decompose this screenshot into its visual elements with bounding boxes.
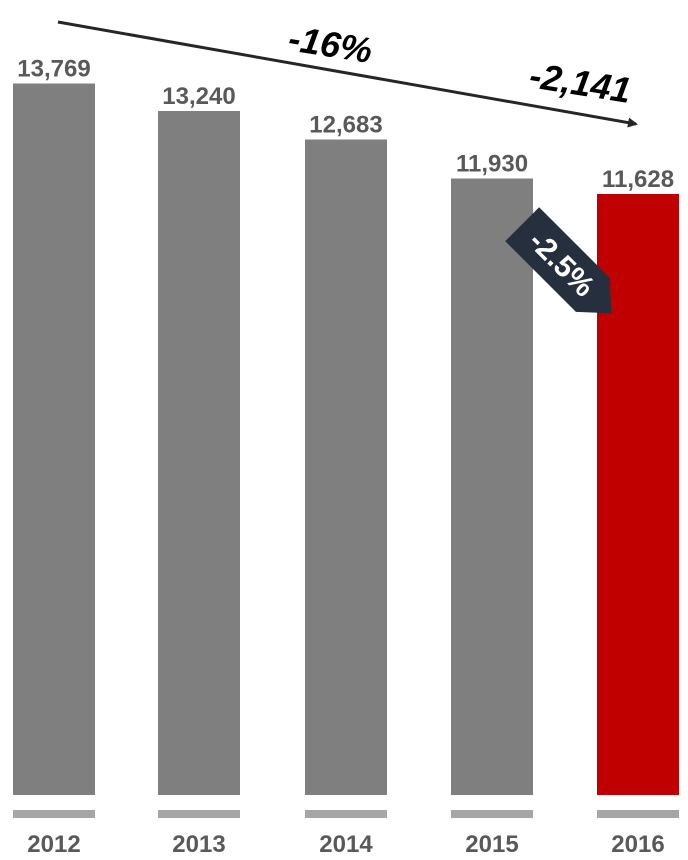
trend-annotation: -16% -2,141 <box>57 17 638 128</box>
bar-2013 <box>158 110 240 795</box>
x-axis-ticks-group <box>13 810 679 818</box>
total-change-percent: -16% <box>286 17 375 71</box>
bar-2015 <box>451 178 533 795</box>
bar-2016 <box>597 194 679 796</box>
x-tick-label-2015: 2015 <box>465 831 518 858</box>
change-callout: -2.5% <box>505 207 612 314</box>
x-axis-labels-group: 2012 2013 2014 2015 2016 <box>27 831 664 858</box>
value-labels-group: 13,769 13,240 12,683 11,930 11,628 <box>17 56 674 194</box>
bar-2014 <box>305 139 387 795</box>
value-label-2015: 11,930 <box>456 151 528 178</box>
trend-arrow <box>57 20 638 128</box>
bars-group <box>13 83 679 796</box>
x-tick-2015 <box>451 810 533 818</box>
x-tick-label-2013: 2013 <box>172 831 225 858</box>
x-tick-2013 <box>158 810 240 818</box>
change-callout-arrow <box>505 207 612 314</box>
x-tick-label-2014: 2014 <box>319 831 373 858</box>
bar-2012 <box>13 83 95 795</box>
total-change-absolute: -2,141 <box>527 54 634 110</box>
value-label-2013: 13,240 <box>162 83 235 110</box>
value-label-2016: 11,628 <box>602 166 674 193</box>
x-tick-2014 <box>305 810 387 818</box>
x-tick-2012 <box>13 810 95 818</box>
x-tick-label-2016: 2016 <box>611 831 664 858</box>
value-label-2012: 13,769 <box>17 56 90 83</box>
value-label-2014: 12,683 <box>309 112 382 139</box>
x-tick-2016 <box>597 810 679 818</box>
x-tick-label-2012: 2012 <box>27 831 80 858</box>
